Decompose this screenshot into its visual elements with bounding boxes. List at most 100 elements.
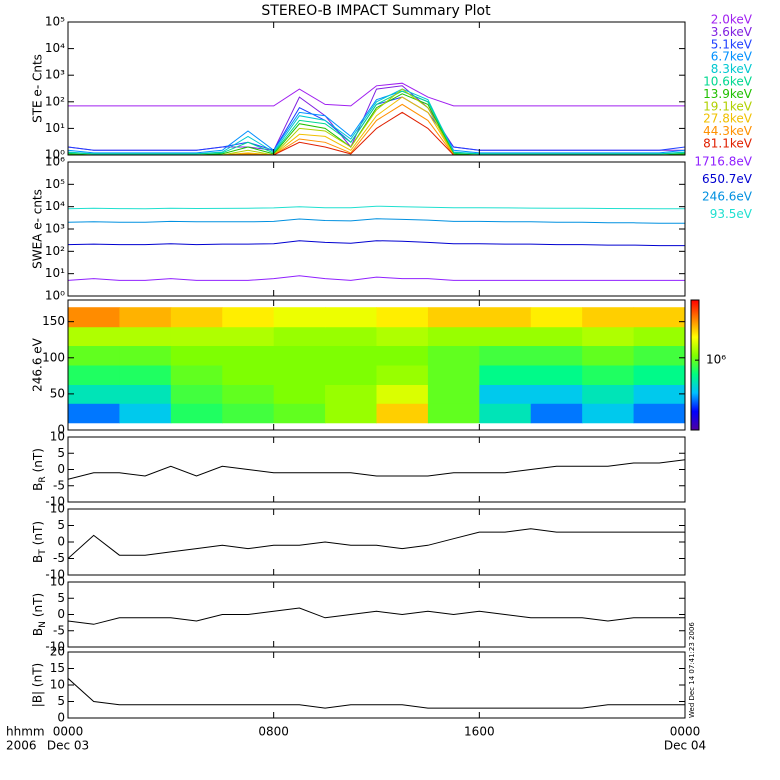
x-tick-label: 0800 bbox=[258, 725, 289, 739]
y-axis-label-unit: (nT) bbox=[31, 521, 45, 545]
heatmap-cell bbox=[376, 384, 429, 404]
heatmap-cell bbox=[427, 403, 480, 424]
y-tick-label: 0 bbox=[57, 535, 65, 549]
heatmap-cell bbox=[427, 307, 480, 328]
heatmap-cell bbox=[170, 403, 223, 424]
heatmap-cell bbox=[376, 365, 429, 385]
heatmap-cell bbox=[273, 384, 326, 404]
y-axis-label: |B| (nT) bbox=[31, 663, 45, 707]
legend-entry: 650.7eV bbox=[702, 172, 753, 186]
legend-entry: 1716.8eV bbox=[694, 155, 752, 169]
y-tick-label: 0 bbox=[57, 607, 65, 621]
series-line bbox=[68, 85, 685, 151]
series-line bbox=[68, 90, 685, 154]
heatmap-cell bbox=[376, 326, 429, 346]
heatmap-cell bbox=[170, 384, 223, 404]
y-tick-label: 10 bbox=[50, 502, 65, 516]
series-line bbox=[68, 678, 685, 709]
heatmap-cell bbox=[119, 307, 172, 328]
heatmap-cell bbox=[633, 326, 686, 346]
y-axis-label-main: B bbox=[31, 628, 45, 636]
y-axis-label: BR (nT) bbox=[31, 448, 48, 491]
y-tick-label: 10⁰ bbox=[45, 289, 65, 303]
heatmap-cell bbox=[479, 403, 532, 424]
heatmap-cell bbox=[582, 307, 635, 328]
y-tick-label: 0 bbox=[57, 462, 65, 476]
panel-frame bbox=[67, 436, 686, 503]
heatmap-cell bbox=[222, 365, 275, 385]
heatmap-cell bbox=[222, 307, 275, 328]
y-tick-label: 10¹ bbox=[45, 266, 65, 280]
legend-entry: 27.8keV bbox=[703, 112, 753, 126]
heatmap-cell bbox=[325, 345, 377, 366]
y-tick-label: 5 bbox=[57, 518, 65, 532]
heatmap-cell bbox=[170, 307, 223, 328]
y-tick-label: 5 bbox=[57, 694, 65, 708]
heatmap-cell bbox=[273, 345, 326, 366]
x-year-label: 2006 bbox=[6, 739, 37, 753]
y-axis-label: 246.6 eV bbox=[31, 337, 45, 392]
legend-entry: 44.3keV bbox=[703, 124, 753, 138]
heatmap-cell bbox=[582, 326, 635, 346]
y-tick-label: -10 bbox=[45, 568, 65, 582]
x-axis-label: hhmm bbox=[6, 725, 45, 739]
heatmap-cell bbox=[273, 326, 326, 346]
y-axis-label: BN (nT) bbox=[31, 593, 48, 636]
panel-frame bbox=[67, 581, 686, 648]
series-line bbox=[68, 111, 685, 155]
heatmap-cell bbox=[68, 345, 120, 366]
heatmap-cell bbox=[582, 384, 635, 404]
panel-frame bbox=[67, 508, 686, 576]
heatmap-cell bbox=[222, 326, 275, 346]
heatmap-cell bbox=[325, 307, 377, 328]
heatmap-cell bbox=[119, 365, 172, 385]
heatmap-cell bbox=[582, 403, 635, 424]
heatmap-cell bbox=[119, 403, 172, 424]
y-tick-label: 10⁵ bbox=[45, 177, 65, 191]
heatmap-cell bbox=[530, 384, 583, 404]
heatmap-cell bbox=[582, 345, 635, 366]
series-line bbox=[68, 459, 685, 480]
heatmap-cell bbox=[222, 403, 275, 424]
heatmap-cell bbox=[530, 365, 583, 385]
heatmap-cell bbox=[376, 403, 429, 424]
y-tick-label: 5 bbox=[57, 446, 65, 460]
y-tick-label: 50 bbox=[50, 386, 65, 400]
colorbar-tick-label: 10⁶ bbox=[706, 353, 726, 367]
series-line bbox=[68, 88, 685, 155]
legend-entry: 246.6eV bbox=[702, 190, 753, 204]
legend-entry: 2.0keV bbox=[711, 13, 753, 27]
series-line bbox=[68, 82, 685, 107]
y-tick-label: 0 bbox=[57, 711, 65, 725]
heatmap-cell bbox=[325, 403, 377, 424]
series-line bbox=[68, 96, 685, 155]
legend-entry: 81.1keV bbox=[703, 137, 753, 151]
legend-entry: 6.7keV bbox=[711, 50, 753, 64]
y-tick-label: 10⁵ bbox=[45, 15, 65, 29]
heatmap-cell bbox=[222, 345, 275, 366]
legend-entry: 5.1keV bbox=[711, 37, 753, 51]
heatmap-cell bbox=[376, 345, 429, 366]
heatmap-cell bbox=[530, 345, 583, 366]
heatmap-cell bbox=[68, 307, 120, 328]
legend-entry: 8.3keV bbox=[711, 62, 753, 76]
heatmap-cell bbox=[427, 365, 480, 385]
series-line bbox=[68, 607, 685, 625]
y-axis-label-sub: T bbox=[38, 549, 48, 556]
y-tick-label: 100 bbox=[42, 350, 65, 364]
y-tick-label: 10² bbox=[45, 244, 65, 258]
series-line bbox=[68, 88, 685, 155]
x-tick-label: 1600 bbox=[464, 725, 495, 739]
y-tick-label: 10³ bbox=[45, 68, 65, 82]
y-tick-label: 20 bbox=[50, 645, 65, 659]
heatmap-cell bbox=[633, 365, 686, 385]
series-line bbox=[68, 90, 685, 155]
heatmap-cell bbox=[633, 403, 686, 424]
heatmap-cell bbox=[325, 384, 377, 404]
x-tick-label: 0000 bbox=[53, 725, 84, 739]
heatmap-cell bbox=[325, 326, 377, 346]
series-line bbox=[68, 205, 685, 210]
legend-entry: 93.5eV bbox=[710, 207, 753, 221]
y-axis-label-sub: N bbox=[38, 621, 48, 628]
